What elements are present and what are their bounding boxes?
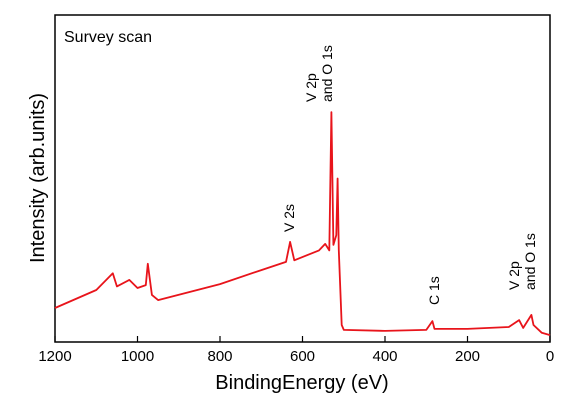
annotation-text: and O 1s [522,233,538,290]
x-tick-label: 800 [207,348,232,365]
x-tick-label: 600 [290,348,315,365]
annotation-text: V 2s [281,204,297,232]
x-axis-label: BindingEnergy (eV) [215,372,388,394]
chart-title: Survey scan [64,29,152,46]
peak-annotation: C 1s [426,276,442,305]
peak-annotation: V 2p and O 1s [303,45,335,102]
annotation-text: C 1s [426,276,442,305]
x-tick-label: 0 [546,348,554,365]
peak-annotation: V 2p and O 1s [506,233,538,290]
x-tick-label: 400 [372,348,397,365]
y-axis-label: Intensity (arb.units) [27,93,49,263]
annotation-text: and O 1s [319,45,335,102]
peak-annotation: V 2s [281,204,297,232]
annotation-text: V 2p [506,261,522,290]
plot-frame [54,14,551,343]
x-tick-label: 200 [455,348,480,365]
x-tick-label: 1000 [121,348,154,365]
spectrum-line [54,111,551,336]
annotation-text: V 2p [303,73,319,102]
x-tick-label: 1200 [38,348,71,365]
